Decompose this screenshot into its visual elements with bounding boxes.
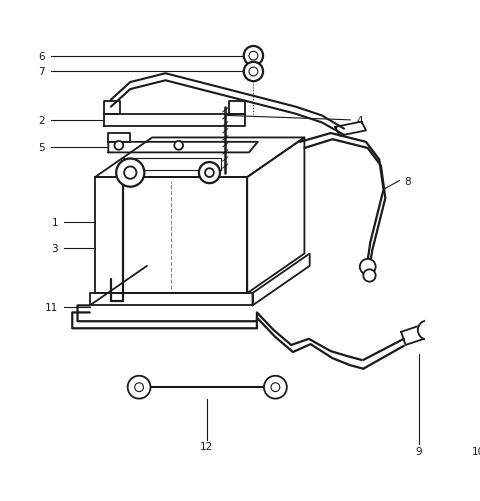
Circle shape	[249, 52, 258, 61]
Circle shape	[128, 376, 151, 399]
Circle shape	[205, 169, 214, 178]
Circle shape	[124, 167, 136, 179]
Circle shape	[199, 163, 220, 184]
Circle shape	[244, 47, 263, 66]
Polygon shape	[252, 254, 310, 306]
Polygon shape	[247, 138, 304, 294]
Polygon shape	[121, 158, 221, 171]
Polygon shape	[446, 337, 480, 360]
Text: 1: 1	[51, 217, 58, 227]
Polygon shape	[335, 122, 366, 136]
Circle shape	[363, 270, 376, 282]
Polygon shape	[95, 178, 247, 294]
Text: 7: 7	[38, 67, 45, 77]
Circle shape	[271, 383, 280, 392]
Circle shape	[360, 260, 376, 275]
Polygon shape	[108, 143, 258, 153]
Text: 12: 12	[200, 441, 214, 451]
Text: 11: 11	[45, 303, 58, 313]
Text: 5: 5	[38, 143, 45, 153]
Text: 3: 3	[51, 244, 58, 254]
Polygon shape	[104, 102, 120, 114]
Circle shape	[114, 142, 123, 150]
Circle shape	[244, 63, 263, 82]
Circle shape	[458, 338, 476, 356]
Circle shape	[116, 159, 144, 187]
Text: 9: 9	[415, 446, 422, 456]
Circle shape	[249, 68, 258, 77]
Circle shape	[135, 383, 144, 392]
Circle shape	[174, 142, 183, 150]
Polygon shape	[108, 134, 130, 143]
Polygon shape	[401, 319, 445, 345]
Polygon shape	[90, 294, 252, 306]
Text: 10: 10	[472, 446, 480, 456]
Circle shape	[264, 376, 287, 399]
Polygon shape	[95, 138, 304, 178]
Polygon shape	[104, 114, 245, 127]
Text: 8: 8	[405, 176, 411, 186]
Text: 2: 2	[38, 116, 45, 126]
Polygon shape	[229, 102, 245, 114]
Text: 6: 6	[38, 52, 45, 62]
Text: 4: 4	[356, 116, 363, 126]
Circle shape	[418, 321, 437, 340]
